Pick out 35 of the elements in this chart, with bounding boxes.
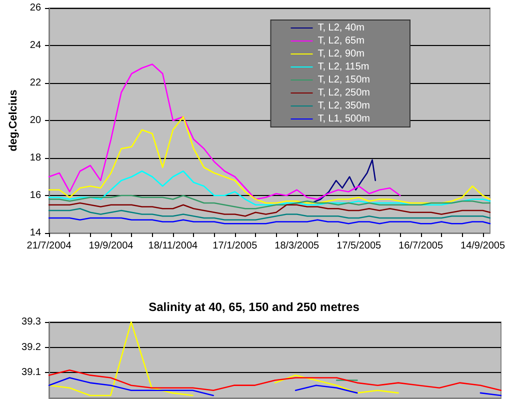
legend-label: T, L1, 500m (318, 114, 370, 124)
y-tick-label: 16 (30, 190, 42, 201)
line-series (48, 170, 491, 206)
x-tick-label: 17/5/2005 (336, 240, 382, 252)
line-series (48, 202, 491, 217)
line-series (48, 369, 502, 392)
legend-label: T, L2, 90m (318, 48, 364, 60)
x-tick-label: 14/9/2005 (460, 240, 506, 252)
y-tick-label: 39.3 (22, 316, 42, 328)
legend-label: T, L2, 150m (318, 74, 370, 86)
x-tick-label: 17/1/2005 (212, 240, 258, 252)
x-tick-label: 18/11/2004 (148, 240, 198, 252)
y-axis-title: deg.Celcius (8, 90, 20, 152)
legend-label: T, L2, 40m (318, 22, 364, 34)
y-tick-label: 18 (30, 152, 42, 164)
legend-label: T, L2, 350m (318, 100, 370, 112)
legend-label: T, L2, 250m (318, 88, 370, 98)
chart-title: Salinity at 40, 65, 150 and 250 metres (148, 300, 360, 314)
x-tick-label: 21/7/2004 (26, 240, 72, 252)
line-series (48, 194, 491, 210)
x-tick-label: 16/7/2005 (398, 240, 444, 252)
y-tick-label: 39.2 (22, 342, 42, 353)
x-tick-label: 18/3/2005 (274, 240, 320, 252)
y-tick-label: 14 (30, 228, 42, 238)
y-tick-label: 39.1 (22, 367, 42, 378)
x-tick-label: 19/9/2004 (88, 240, 134, 252)
y-tick-label: 20 (30, 115, 42, 126)
line-series (48, 208, 491, 221)
y-tick-label: 26 (30, 2, 42, 14)
line-series (48, 64, 401, 200)
y-tick-label: 22 (30, 78, 42, 88)
y-tick-label: 24 (30, 40, 42, 51)
line-series (48, 116, 491, 204)
legend-label: T, L2, 115m (318, 62, 370, 72)
legend-label: T, L2, 65m (318, 36, 364, 46)
